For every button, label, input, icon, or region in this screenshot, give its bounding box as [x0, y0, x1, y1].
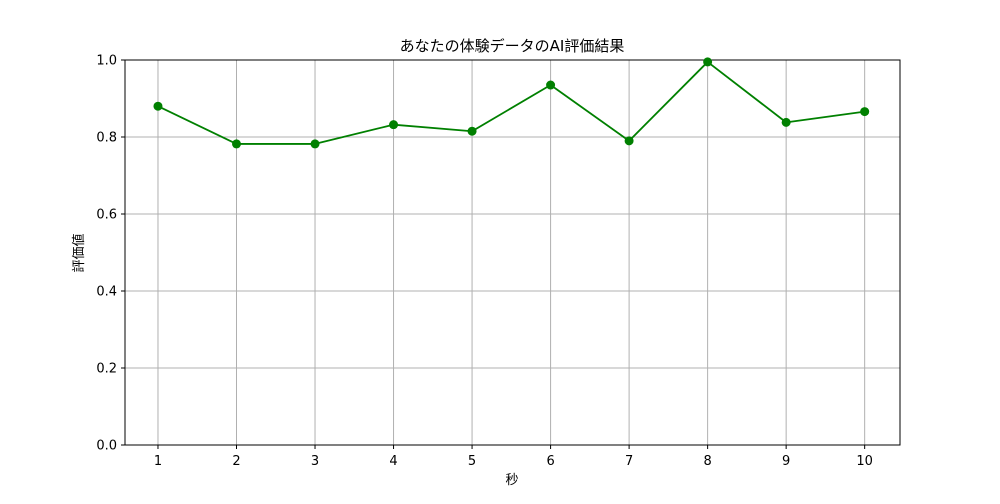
chart-title: あなたの体験データのAI評価結果: [400, 37, 625, 55]
x-tick-label: 7: [625, 454, 633, 469]
data-point: [231, 139, 241, 149]
x-tick-label: 2: [232, 454, 240, 469]
data-point: [546, 80, 556, 90]
y-tick-label: 0.0: [96, 439, 117, 454]
series-line: [157, 61, 865, 145]
x-tick-label: 1: [154, 454, 162, 469]
x-tick-label: 10: [856, 454, 873, 469]
y-tick-label: 0.8: [96, 131, 117, 146]
x-tick-label: 3: [311, 454, 319, 469]
data-point: [467, 126, 477, 136]
x-tick-label: 9: [782, 454, 790, 469]
axis-ticks: 1 2 3 4 5 6 7 8 9 10 0.0 0.2 0.4 0.6 0.8 1.0: [96, 54, 873, 470]
data-series: [153, 57, 870, 149]
data-point: [153, 101, 163, 111]
y-tick-label: 0.2: [96, 362, 117, 377]
data-point: [781, 117, 791, 127]
x-tick-label: 5: [468, 454, 476, 469]
x-tick-label: 4: [389, 454, 397, 469]
x-tick-label: 8: [703, 454, 711, 469]
data-point: [389, 120, 399, 130]
data-point: [624, 136, 634, 146]
data-point: [860, 107, 870, 117]
grid-lines: [125, 59, 900, 446]
x-axis-label: 秒: [505, 473, 518, 488]
data-point: [310, 139, 320, 149]
plot-area-frame: [124, 59, 901, 446]
y-tick-label: 0.6: [96, 208, 117, 223]
y-tick-label: 0.4: [96, 285, 117, 300]
y-axis-label: 評価値: [71, 233, 87, 272]
y-tick-label: 1.0: [96, 54, 117, 69]
x-tick-label: 6: [546, 454, 554, 469]
data-point: [703, 57, 713, 67]
